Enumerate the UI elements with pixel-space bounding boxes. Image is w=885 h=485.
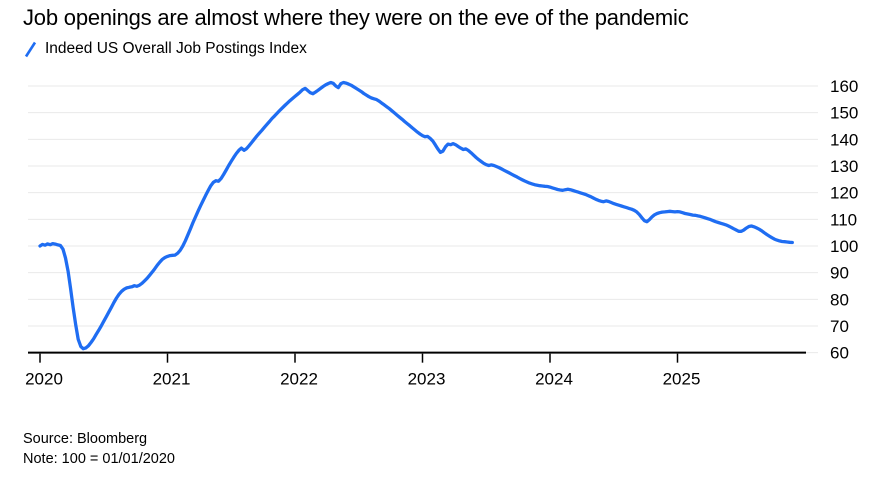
y-tick-label: 150 <box>830 104 858 123</box>
source-text: Source: Bloomberg <box>23 431 148 447</box>
slash-icon <box>24 41 37 57</box>
chart-footer: Source: Bloomberg Note: 100 = 01/01/2020 <box>23 429 175 469</box>
x-tick-label: 2025 <box>663 370 701 389</box>
y-tick-label: 80 <box>830 290 849 309</box>
y-tick-label: 100 <box>830 237 858 256</box>
y-tick-label: 90 <box>830 264 849 283</box>
legend: Indeed US Overall Job Postings Index <box>24 40 307 58</box>
y-tick-label: 140 <box>830 130 858 149</box>
y-tick-label: 130 <box>830 157 858 176</box>
x-tick-label: 2022 <box>280 370 318 389</box>
x-tick-label: 2023 <box>408 370 446 389</box>
y-tick-label: 60 <box>830 344 849 363</box>
chart-title: Job openings are almost where they were … <box>23 5 689 30</box>
y-tick-label: 160 <box>830 77 858 96</box>
series-line <box>38 80 794 351</box>
y-tick-label: 110 <box>830 210 857 229</box>
note-text: Note: 100 = 01/01/2020 <box>23 451 175 467</box>
x-tick-label: 2021 <box>153 370 191 389</box>
y-tick-label: 70 <box>830 317 849 336</box>
legend-label: Indeed US Overall Job Postings Index <box>45 40 307 57</box>
x-tick-label: 2020 <box>25 370 63 389</box>
y-tick-label: 120 <box>830 184 858 203</box>
x-tick-label: 2024 <box>535 370 573 389</box>
